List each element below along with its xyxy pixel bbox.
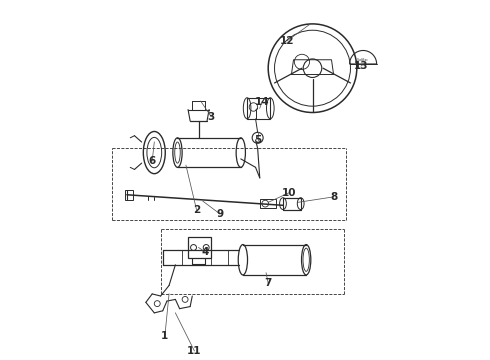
Text: 13: 13 (354, 61, 368, 71)
Bar (125, 190, 133, 200)
Text: 3: 3 (208, 112, 215, 122)
Text: 14: 14 (255, 97, 269, 107)
Text: 7: 7 (265, 278, 272, 288)
Text: 2: 2 (193, 204, 200, 215)
Bar (260, 199, 276, 208)
Text: 12: 12 (280, 36, 294, 46)
Bar (283, 198, 301, 210)
Text: 6: 6 (148, 156, 156, 166)
Text: 4: 4 (201, 247, 209, 257)
Text: Cadillac: Cadillac (357, 58, 369, 62)
Text: 5: 5 (254, 135, 261, 145)
Bar (247, 98, 270, 119)
Text: 8: 8 (330, 192, 337, 202)
Text: 10: 10 (282, 188, 296, 198)
Text: 1: 1 (161, 331, 169, 341)
Text: 9: 9 (216, 209, 223, 219)
Bar (188, 237, 211, 258)
Text: 11: 11 (187, 346, 201, 356)
